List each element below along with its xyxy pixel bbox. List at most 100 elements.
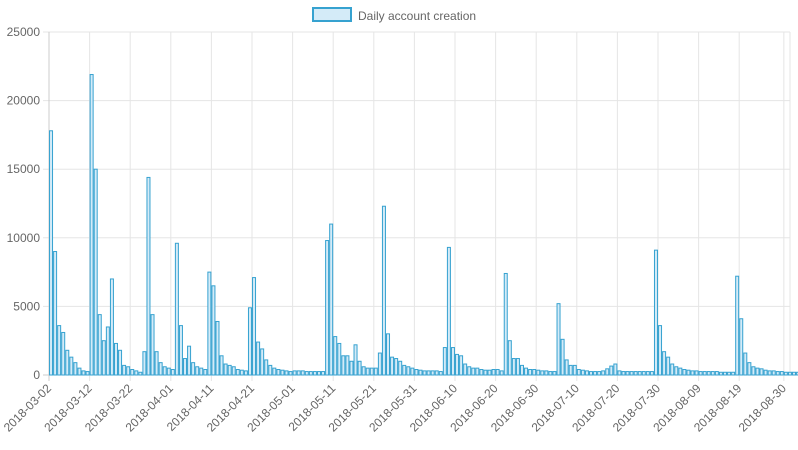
data-bar[interactable] — [787, 371, 792, 376]
data-bar[interactable] — [353, 344, 358, 376]
data-bar[interactable] — [300, 370, 305, 376]
data-bar[interactable] — [499, 370, 504, 376]
data-bar[interactable] — [345, 355, 350, 376]
data-bar[interactable] — [183, 358, 188, 376]
data-bar[interactable] — [658, 325, 663, 376]
data-bar[interactable] — [154, 351, 159, 376]
data-bar[interactable] — [361, 366, 366, 376]
data-bar[interactable] — [714, 371, 719, 376]
data-bar[interactable] — [207, 271, 212, 376]
data-bar[interactable] — [568, 364, 573, 376]
data-bar[interactable] — [641, 371, 646, 376]
data-bar[interactable] — [722, 371, 727, 376]
data-bar[interactable] — [280, 369, 285, 376]
data-bar[interactable] — [292, 370, 297, 376]
data-bar[interactable] — [174, 242, 179, 376]
data-bar[interactable] — [637, 371, 642, 376]
data-bar[interactable] — [49, 130, 54, 376]
data-bar[interactable] — [475, 367, 480, 376]
data-bar[interactable] — [666, 356, 671, 376]
data-bar[interactable] — [239, 369, 244, 376]
data-bar[interactable] — [487, 369, 492, 376]
data-bar[interactable] — [544, 370, 549, 376]
data-bar[interactable] — [227, 364, 232, 376]
data-bar[interactable] — [625, 371, 630, 376]
data-bar[interactable] — [491, 369, 496, 376]
data-bar[interactable] — [203, 369, 208, 376]
data-bar[interactable] — [540, 370, 545, 376]
data-bar[interactable] — [341, 355, 346, 376]
data-bar[interactable] — [260, 348, 265, 376]
data-bar[interactable] — [580, 369, 585, 376]
data-bar[interactable] — [463, 363, 468, 376]
data-bar[interactable] — [779, 371, 784, 376]
data-bar[interactable] — [65, 349, 70, 376]
data-bar[interactable] — [243, 370, 248, 376]
data-bar[interactable] — [406, 366, 411, 376]
data-bar[interactable] — [495, 369, 500, 376]
data-bar[interactable] — [617, 370, 622, 376]
data-bar[interactable] — [386, 333, 391, 376]
data-bar[interactable] — [162, 366, 167, 376]
data-bar[interactable] — [690, 370, 695, 376]
legend[interactable]: Daily account creation — [312, 7, 476, 23]
data-bar[interactable] — [584, 370, 589, 376]
data-bar[interactable] — [645, 371, 650, 376]
data-bar[interactable] — [467, 366, 472, 376]
data-bar[interactable] — [532, 369, 537, 376]
data-bar[interactable] — [109, 278, 114, 376]
data-bar[interactable] — [698, 371, 703, 376]
data-bar[interactable] — [597, 371, 602, 376]
data-bar[interactable] — [215, 320, 220, 376]
data-bar[interactable] — [763, 369, 768, 376]
data-bar[interactable] — [747, 362, 752, 376]
data-bar[interactable] — [178, 325, 183, 376]
data-bar[interactable] — [191, 362, 196, 376]
data-bar[interactable] — [613, 363, 618, 376]
data-bar[interactable] — [105, 326, 110, 376]
data-bar[interactable] — [195, 366, 200, 376]
data-bar[interactable] — [670, 363, 675, 376]
data-bar[interactable] — [89, 74, 94, 376]
data-bar[interactable] — [678, 367, 683, 376]
data-bar[interactable] — [369, 367, 374, 376]
data-bar[interactable] — [231, 366, 236, 376]
data-bar[interactable] — [296, 370, 301, 376]
data-bar[interactable] — [796, 371, 798, 376]
data-bar[interactable] — [325, 240, 330, 376]
data-bar[interactable] — [410, 367, 415, 376]
data-bar[interactable] — [138, 371, 143, 376]
data-bar[interactable] — [706, 371, 711, 376]
data-bar[interactable] — [304, 371, 309, 376]
data-bar[interactable] — [81, 370, 86, 376]
data-bar[interactable] — [394, 358, 399, 376]
data-bar[interactable] — [142, 351, 147, 376]
data-bar[interactable] — [69, 356, 74, 376]
data-bar[interactable] — [373, 367, 378, 376]
data-bar[interactable] — [187, 345, 192, 376]
data-bar[interactable] — [593, 371, 598, 376]
data-bar[interactable] — [556, 303, 561, 376]
data-bar[interactable] — [93, 168, 98, 376]
data-bar[interactable] — [73, 362, 78, 376]
data-bar[interactable] — [418, 369, 423, 376]
data-bar[interactable] — [564, 359, 569, 376]
data-bar[interactable] — [710, 371, 715, 376]
data-bar[interactable] — [507, 340, 512, 376]
data-bar[interactable] — [422, 370, 427, 376]
data-bar[interactable] — [759, 368, 764, 376]
data-bar[interactable] — [621, 371, 626, 376]
data-bar[interactable] — [349, 360, 354, 376]
data-bar[interactable] — [589, 371, 594, 376]
data-bar[interactable] — [150, 314, 155, 376]
data-bar[interactable] — [288, 371, 293, 376]
data-bar[interactable] — [503, 272, 508, 376]
data-bar[interactable] — [170, 369, 175, 376]
data-bar[interactable] — [649, 371, 654, 376]
data-bar[interactable] — [126, 366, 131, 376]
data-bar[interactable] — [284, 370, 289, 376]
data-bar[interactable] — [85, 371, 90, 376]
data-bar[interactable] — [77, 367, 82, 376]
data-bar[interactable] — [548, 371, 553, 376]
data-bar[interactable] — [605, 368, 610, 376]
